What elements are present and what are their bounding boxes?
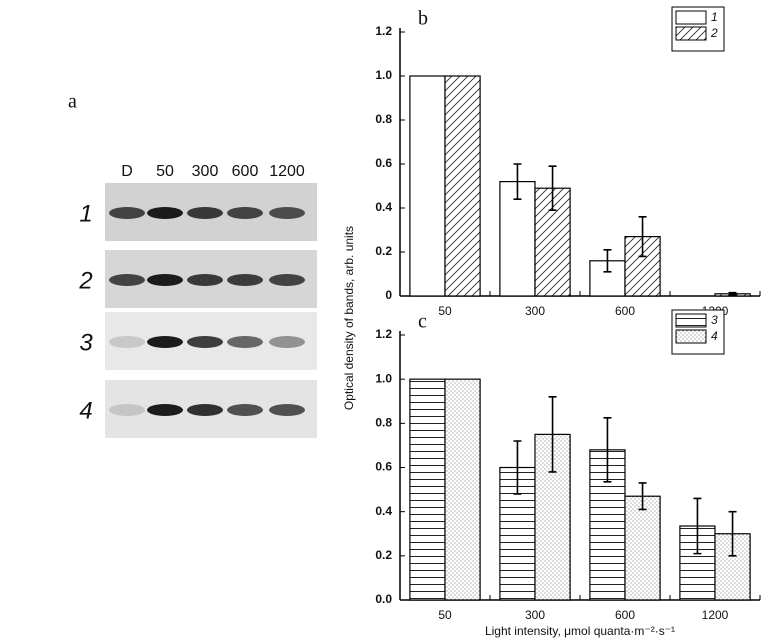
- lane-label: 1200: [269, 163, 305, 180]
- blot-band: [147, 207, 183, 219]
- blot-band: [269, 336, 305, 348]
- x-tick-label: 1200: [702, 608, 729, 622]
- y-tick-label: 0.0: [375, 592, 392, 606]
- row-label: 3: [79, 329, 93, 356]
- y-tick-label: 0.2: [375, 244, 392, 258]
- bar: [624, 495, 661, 601]
- error-bar: [728, 510, 737, 557]
- blot-band: [227, 404, 263, 416]
- y-tick-label: 1.2: [375, 24, 392, 38]
- bar: [409, 75, 446, 297]
- y-tick-label: 0.8: [375, 112, 392, 126]
- x-axis-label: Light intensity, μmol quanta·m⁻²·s⁻¹: [485, 624, 675, 638]
- error-bar: [603, 249, 612, 273]
- blot-band: [227, 274, 263, 286]
- blot-band: [147, 404, 183, 416]
- x-tick-label: 50: [438, 304, 452, 318]
- error-bar: [638, 482, 647, 511]
- legend-swatch: [675, 10, 707, 25]
- x-tick-label: 600: [615, 608, 635, 622]
- error-bar: [693, 497, 702, 555]
- blot-band: [269, 404, 305, 416]
- blot-band: [227, 207, 263, 219]
- blot-band: [227, 336, 263, 348]
- blot-band: [147, 274, 183, 286]
- legend-swatch: [675, 26, 707, 41]
- lane-label: 300: [192, 163, 219, 180]
- x-tick-label: 300: [525, 608, 545, 622]
- blot-band: [187, 274, 223, 286]
- blot-band: [147, 336, 183, 348]
- y-tick-label: 0.8: [375, 416, 392, 430]
- x-tick-label: 50: [438, 608, 452, 622]
- bar: [444, 75, 481, 297]
- blot-band: [187, 404, 223, 416]
- error-bar: [548, 165, 557, 211]
- legend-label: 1: [711, 10, 718, 24]
- y-tick-label: 0.6: [375, 460, 392, 474]
- lane-label: 600: [232, 163, 259, 180]
- blot: D 50 300 600 1200 1 2 3 4: [78, 163, 317, 438]
- legend-label: 3: [711, 313, 718, 327]
- bar: [444, 378, 481, 601]
- y-tick-label: 0.2: [375, 548, 392, 562]
- blot-band: [109, 404, 145, 416]
- y-axis-label: Optical density of bands, arb. units: [342, 226, 356, 410]
- bar: [409, 378, 446, 601]
- legend-swatch: [675, 329, 707, 344]
- x-tick-label: 600: [615, 304, 635, 318]
- y-tick-label: 0: [385, 288, 392, 302]
- panel-label: c: [418, 311, 427, 333]
- y-tick-label: 1.2: [375, 327, 392, 341]
- row-label: 4: [79, 397, 92, 424]
- lane-label: D: [121, 163, 133, 180]
- error-bar: [513, 163, 522, 200]
- legend-label: 4: [711, 329, 718, 343]
- y-tick-label: 0.6: [375, 156, 392, 170]
- y-tick-label: 0.4: [375, 200, 392, 214]
- error-bar: [728, 291, 737, 296]
- blot-band: [109, 336, 145, 348]
- panel-label: b: [418, 8, 428, 30]
- blot-band: [187, 336, 223, 348]
- error-bar: [638, 216, 647, 258]
- error-bar: [548, 396, 557, 473]
- blot-band: [109, 207, 145, 219]
- error-bar: [603, 417, 612, 483]
- y-tick-label: 1.0: [375, 371, 392, 385]
- y-tick-label: 1.0: [375, 68, 392, 82]
- blot-band: [269, 207, 305, 219]
- row-label: 1: [79, 200, 92, 227]
- blot-band: [109, 274, 145, 286]
- lane-label: 50: [156, 163, 174, 180]
- panel-label: a: [68, 91, 77, 113]
- row-label: 2: [78, 267, 92, 294]
- y-tick-label: 0.4: [375, 504, 392, 518]
- legend-label: 2: [710, 26, 718, 40]
- x-tick-label: 300: [525, 304, 545, 318]
- bar: [499, 181, 536, 297]
- blot-band: [187, 207, 223, 219]
- legend-swatch: [675, 313, 707, 328]
- error-bar: [513, 440, 522, 495]
- blot-band: [269, 274, 305, 286]
